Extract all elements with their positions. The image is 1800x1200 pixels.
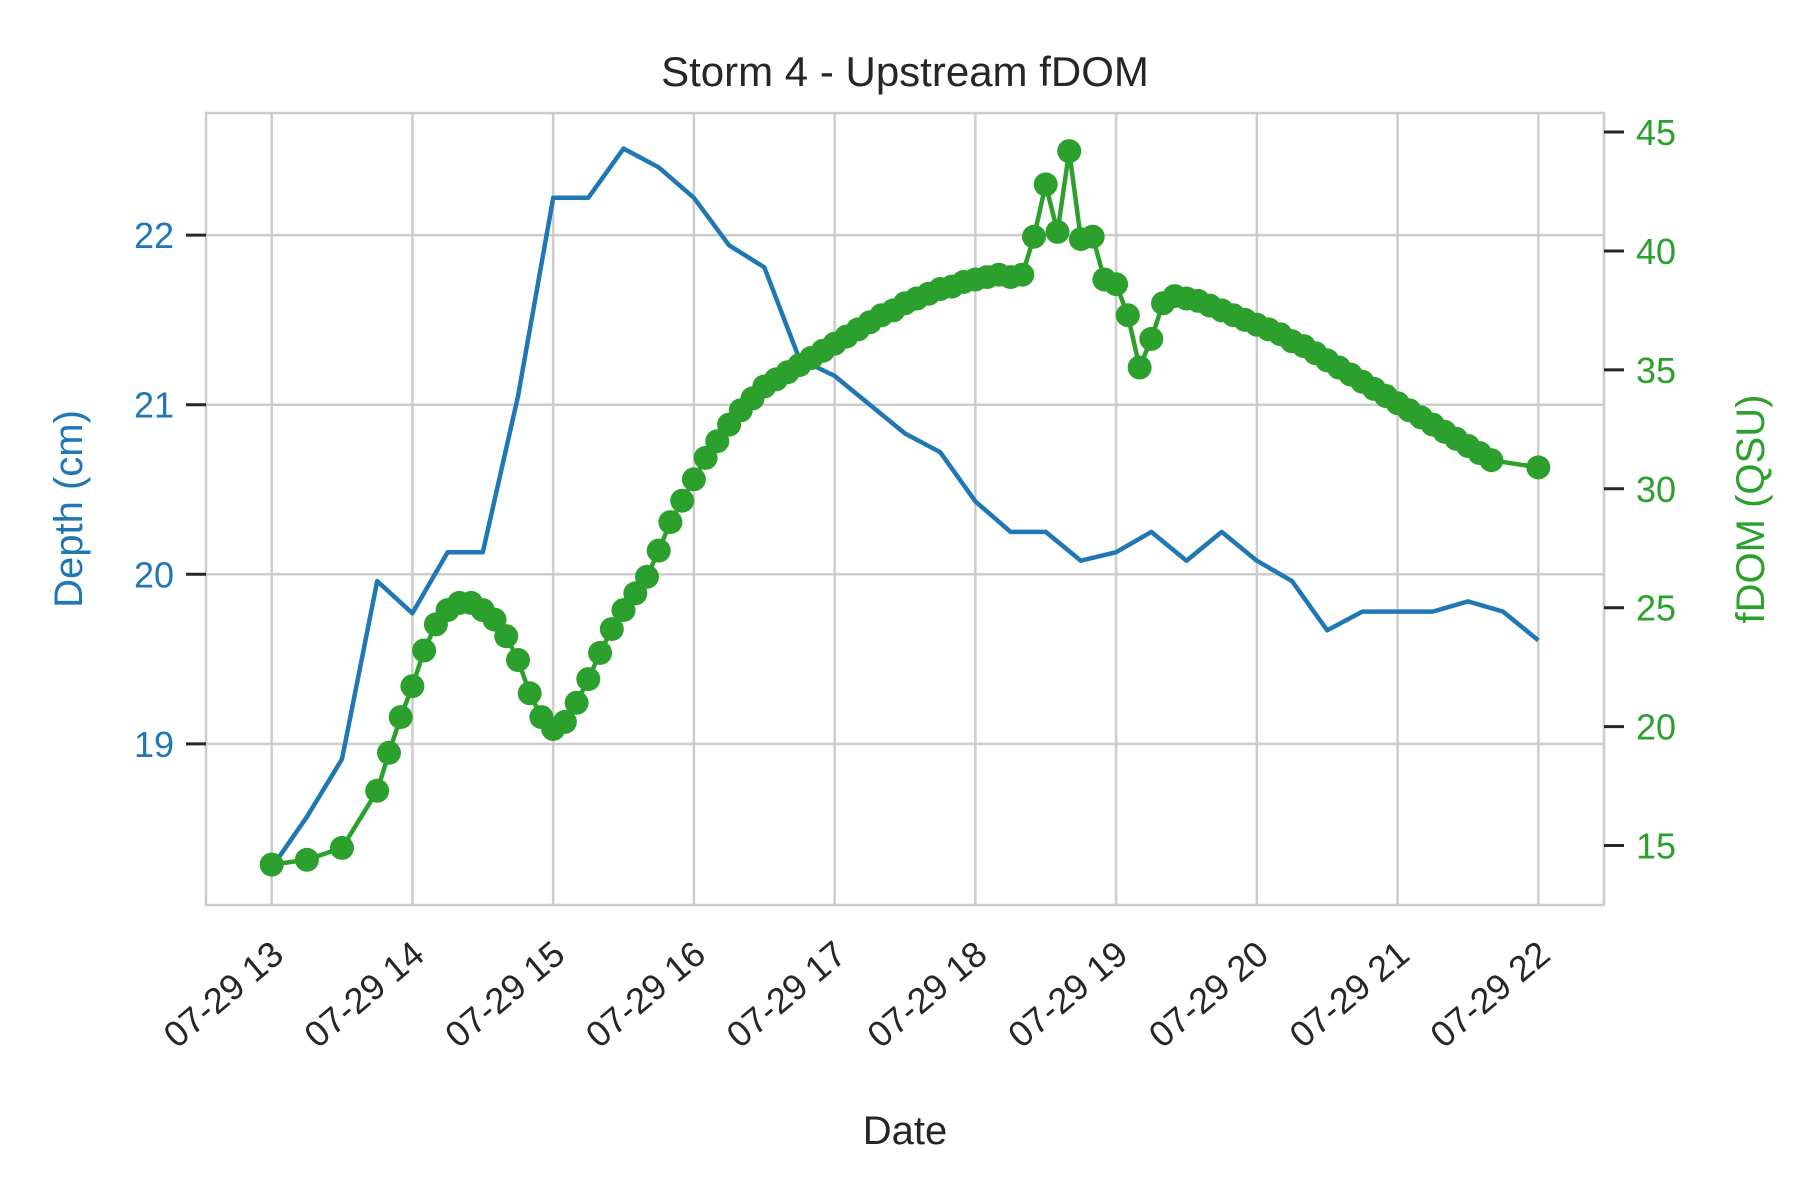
fdom-data-point <box>646 538 671 563</box>
y-right-tick-label: 15 <box>1636 826 1676 867</box>
x-tick-label: 07-29 21 <box>1281 933 1416 1056</box>
fdom-data-point <box>623 581 648 606</box>
fdom-data-point <box>564 690 589 715</box>
fdom-data-point <box>588 640 613 665</box>
x-tick-label: 07-29 19 <box>1000 933 1135 1056</box>
fdom-data-point <box>705 429 730 454</box>
plot-series <box>259 139 1551 877</box>
fdom-data-point <box>1115 303 1140 328</box>
chart-title: Storm 4 - Upstream fDOM <box>661 48 1149 95</box>
fdom-data-point <box>1045 219 1070 244</box>
x-tick-label: 07-29 13 <box>156 933 291 1056</box>
y-right-tick-label: 30 <box>1636 469 1676 510</box>
fdom-data-point <box>388 705 413 730</box>
fdom-data-point <box>576 667 601 692</box>
axes: 07-29 13 07-29 14 07-29 15 07-29 16 07-29 17… <box>134 112 1676 1055</box>
x-tick-label: 07-29 16 <box>578 933 713 1056</box>
fdom-data-point <box>259 852 284 877</box>
fdom-data-point <box>1127 355 1152 380</box>
y-axis-left-title: Depth (cm) <box>47 410 91 608</box>
fdom-data-point <box>1033 172 1058 197</box>
fdom-data-point <box>1479 448 1504 473</box>
y-axis-right-title: fDOM (QSU) <box>1729 395 1773 624</box>
fdom-data-point <box>400 674 425 699</box>
y-right-tick-label: 45 <box>1636 112 1676 153</box>
y-right-tick-label: 25 <box>1636 588 1676 629</box>
fdom-data-point <box>517 681 542 706</box>
y-left-tick-label: 21 <box>134 385 174 426</box>
x-tick-label: 07-29 15 <box>437 933 572 1056</box>
x-tick-label: 07-29 22 <box>1422 933 1557 1056</box>
fdom-data-point <box>599 617 624 642</box>
y-left-tick-label: 22 <box>134 215 174 256</box>
fdom-data-point <box>1080 224 1105 249</box>
fdom-data-point <box>1139 326 1164 351</box>
y-right-tick-label: 40 <box>1636 231 1676 272</box>
grid <box>206 113 1604 905</box>
fdom-data-point <box>658 510 683 535</box>
x-tick-label: 07-29 20 <box>1141 933 1276 1056</box>
fdom-series-line <box>271 148 1539 867</box>
fdom-data-point <box>1526 455 1551 480</box>
fdom-data-point <box>506 648 530 672</box>
fdom-data-point <box>330 835 354 860</box>
fdom-data-point <box>670 488 695 513</box>
x-axis-title: Date <box>863 1109 948 1153</box>
fdom-data-point <box>693 445 718 470</box>
fdom-data-point <box>494 624 519 649</box>
x-tick-label: 07-29 17 <box>719 933 854 1056</box>
fdom-data-point <box>1022 224 1046 249</box>
y-right-tick-label: 35 <box>1636 350 1676 391</box>
fdom-data-point <box>412 638 437 663</box>
fdom-data-point <box>635 564 659 589</box>
fdom-data-point <box>1057 139 1082 164</box>
fdom-data-point <box>1010 262 1035 287</box>
plot-frame <box>204 111 1606 907</box>
fdom-data-point <box>482 607 507 632</box>
y-left-tick-label: 19 <box>134 724 174 765</box>
fdom-data-point <box>377 740 401 765</box>
fdom-data-point <box>294 847 319 872</box>
y-right-tick-label: 20 <box>1636 707 1676 748</box>
fdom-data-point <box>681 467 706 492</box>
fdom-data-point <box>365 778 390 803</box>
fdom-data-point <box>611 598 636 623</box>
fdom-data-point <box>1104 272 1129 297</box>
depth-series-line <box>269 146 1540 869</box>
x-tick-label: 07-29 14 <box>296 933 431 1056</box>
fdom-data-point <box>552 709 577 734</box>
x-tick-label: 07-29 18 <box>859 933 994 1056</box>
y-left-tick-label: 20 <box>134 554 174 595</box>
